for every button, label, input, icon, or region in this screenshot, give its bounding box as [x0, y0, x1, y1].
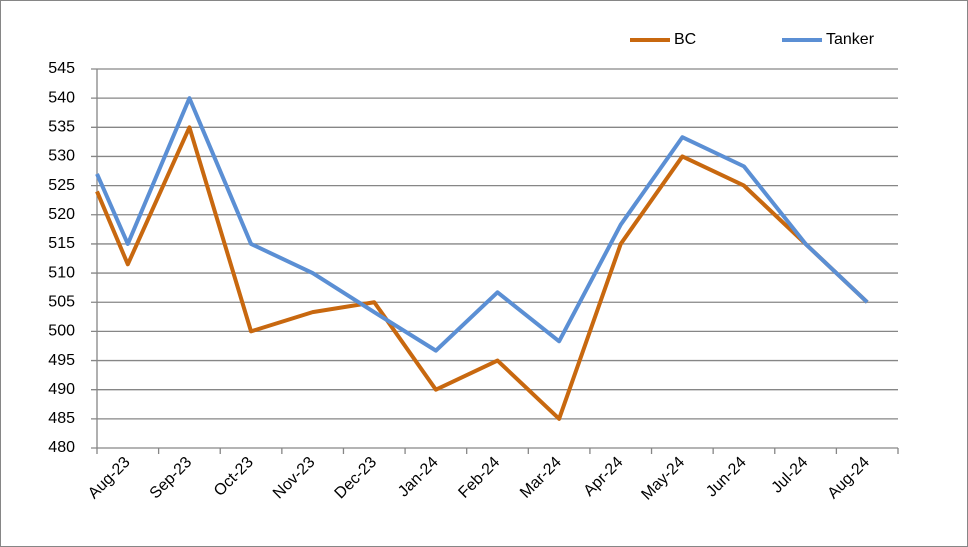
y-tick-label: 495	[48, 352, 75, 369]
y-tick-label: 505	[48, 293, 75, 310]
y-tick-label: 535	[48, 119, 75, 136]
y-tick-label: 510	[48, 264, 75, 281]
y-tick-label: 515	[48, 235, 75, 252]
y-tick-label: 500	[48, 323, 75, 340]
legend-label: BC	[674, 31, 696, 48]
y-tick-label: 520	[48, 206, 75, 223]
y-tick-label: 485	[48, 410, 75, 427]
y-tick-label: 525	[48, 177, 75, 194]
y-tick-label: 530	[48, 148, 75, 165]
y-tick-label: 480	[48, 439, 75, 456]
y-tick-label: 490	[48, 381, 75, 398]
legend-label: Tanker	[826, 31, 875, 48]
y-tick-label: 545	[48, 60, 75, 77]
line-series	[95, 125, 869, 421]
line-series	[95, 96, 869, 353]
y-tick-label: 540	[48, 89, 75, 106]
